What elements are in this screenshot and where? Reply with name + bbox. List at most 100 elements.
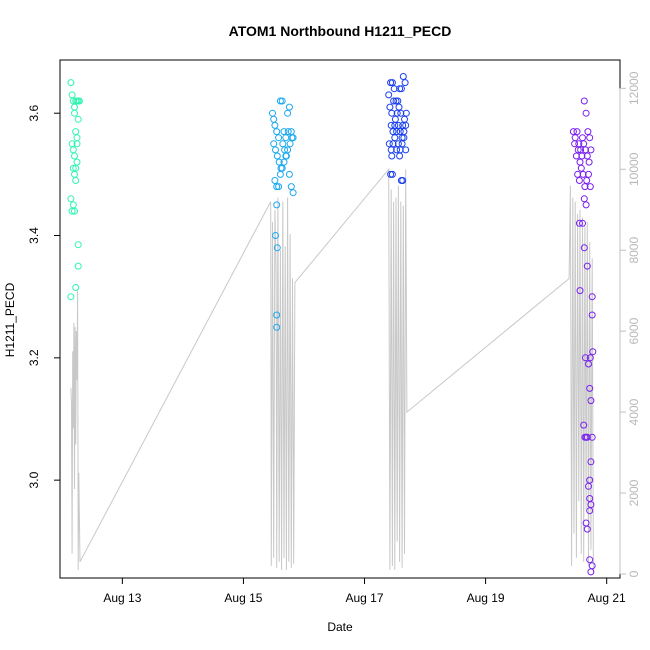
data-point-2-10 <box>284 109 292 117</box>
data-point-3-11 <box>386 103 394 111</box>
data-point-2-7 <box>278 97 286 105</box>
data-point-3-24 <box>393 128 401 136</box>
data-point-2-37 <box>272 232 279 239</box>
data-point-4-20 <box>587 146 595 154</box>
chart-title: ATOM1 Northbound H1211_PECD <box>229 23 452 39</box>
data-point-4-38 <box>582 354 589 362</box>
data-point-3-43 <box>388 170 396 178</box>
data-point-2-3 <box>271 121 279 129</box>
data-point-4-29 <box>580 195 588 203</box>
data-point-2-30 <box>280 158 288 166</box>
data-point-4-17 <box>582 146 589 154</box>
data-point-4-1 <box>569 128 577 136</box>
data-point-3-23 <box>391 121 399 129</box>
data-point-2-19 <box>279 140 287 148</box>
x-tick-label-4: Aug 19 <box>467 591 505 605</box>
data-point-4-18 <box>583 152 591 160</box>
y-left-tick-label-1: 3.0 <box>27 471 41 488</box>
data-point-4-37 <box>588 311 596 319</box>
data-point-4-27 <box>585 170 592 178</box>
data-point-4-51 <box>585 482 592 490</box>
data-point-4-9 <box>584 128 592 136</box>
data-point-4-40 <box>585 360 592 368</box>
data-point-3-1 <box>385 91 393 99</box>
y-right-tick-label-2: 2000 <box>627 479 641 506</box>
data-point-2-4 <box>273 128 281 136</box>
data-point-4-3 <box>573 128 581 136</box>
data-point-2-35 <box>289 189 297 197</box>
data-point-1-17 <box>73 140 81 148</box>
data-point-1-8 <box>75 97 83 105</box>
secondary-series-layer <box>70 167 594 575</box>
data-point-4-54 <box>586 507 594 515</box>
data-point-3-38 <box>400 134 408 142</box>
y-axis-label: H1211_PECD <box>3 282 17 357</box>
data-point-3-15 <box>393 109 401 117</box>
x-tick-label-3: Aug 17 <box>345 591 383 605</box>
data-point-1-25 <box>71 207 78 215</box>
data-point-4-59 <box>587 568 595 576</box>
data-point-1-26 <box>74 241 82 249</box>
data-point-3-45 <box>399 177 407 184</box>
data-point-2-17 <box>275 158 283 166</box>
data-point-4-23 <box>577 164 585 172</box>
data-point-2-40 <box>273 323 281 331</box>
data-point-4-44 <box>580 421 588 429</box>
data-point-1-20 <box>72 177 80 184</box>
data-point-4-26 <box>583 177 591 184</box>
data-point-3-3 <box>388 79 396 87</box>
y-right-tick-label-1: 0 <box>627 570 641 577</box>
data-point-2-27 <box>275 183 283 191</box>
data-point-4-43 <box>587 397 595 405</box>
data-point-3-41 <box>396 152 404 160</box>
data-point-3-37 <box>398 140 406 148</box>
data-point-3-32 <box>389 140 397 148</box>
y-right-tick-label-3: 4000 <box>627 398 641 425</box>
y-right-tick-label-5: 8000 <box>627 237 641 264</box>
data-point-4-49 <box>587 458 595 466</box>
data-point-4-31 <box>579 219 586 227</box>
data-point-4-39 <box>586 354 594 362</box>
data-point-2-22 <box>284 128 292 136</box>
data-point-1-1 <box>67 79 75 87</box>
x-tick-label-2: Aug 15 <box>224 591 262 605</box>
data-point-3-21 <box>387 121 395 129</box>
data-point-3-22 <box>389 128 397 136</box>
y-right-tick-label-6: 10000 <box>627 152 641 186</box>
secondary-series-line <box>70 167 594 575</box>
data-point-1-15 <box>71 152 78 160</box>
data-point-2-31 <box>282 152 290 160</box>
data-point-3-8 <box>397 85 405 93</box>
data-point-4-56 <box>583 525 591 533</box>
data-point-4-32 <box>575 219 583 227</box>
data-point-3-25 <box>394 121 402 129</box>
data-point-4-34 <box>583 262 591 270</box>
data-point-3-13 <box>390 97 398 105</box>
data-point-3-29 <box>402 121 410 129</box>
data-point-2-39 <box>273 311 281 319</box>
data-point-3-33 <box>391 134 399 142</box>
data-point-3-39 <box>402 146 410 154</box>
data-point-4-48 <box>588 433 596 441</box>
data-point-3-16 <box>395 103 403 111</box>
data-point-4-7 <box>580 97 588 105</box>
data-point-4-28 <box>586 183 594 191</box>
data-point-4-30 <box>582 201 590 209</box>
data-point-4-11 <box>571 140 579 148</box>
data-point-2-24 <box>288 134 296 142</box>
data-point-2-32 <box>284 146 292 154</box>
points-layer <box>67 73 597 576</box>
data-point-1-29 <box>67 293 75 301</box>
data-point-4-33 <box>580 244 588 252</box>
data-point-4-47 <box>583 433 591 441</box>
data-point-1-12 <box>74 115 82 123</box>
data-point-4-19 <box>585 158 593 166</box>
data-point-3-35 <box>394 140 402 148</box>
data-point-3-20 <box>402 109 410 117</box>
data-point-4-8 <box>582 109 590 117</box>
data-point-4-13 <box>574 146 582 154</box>
y-right-tick-label-7: 12000 <box>627 71 641 105</box>
